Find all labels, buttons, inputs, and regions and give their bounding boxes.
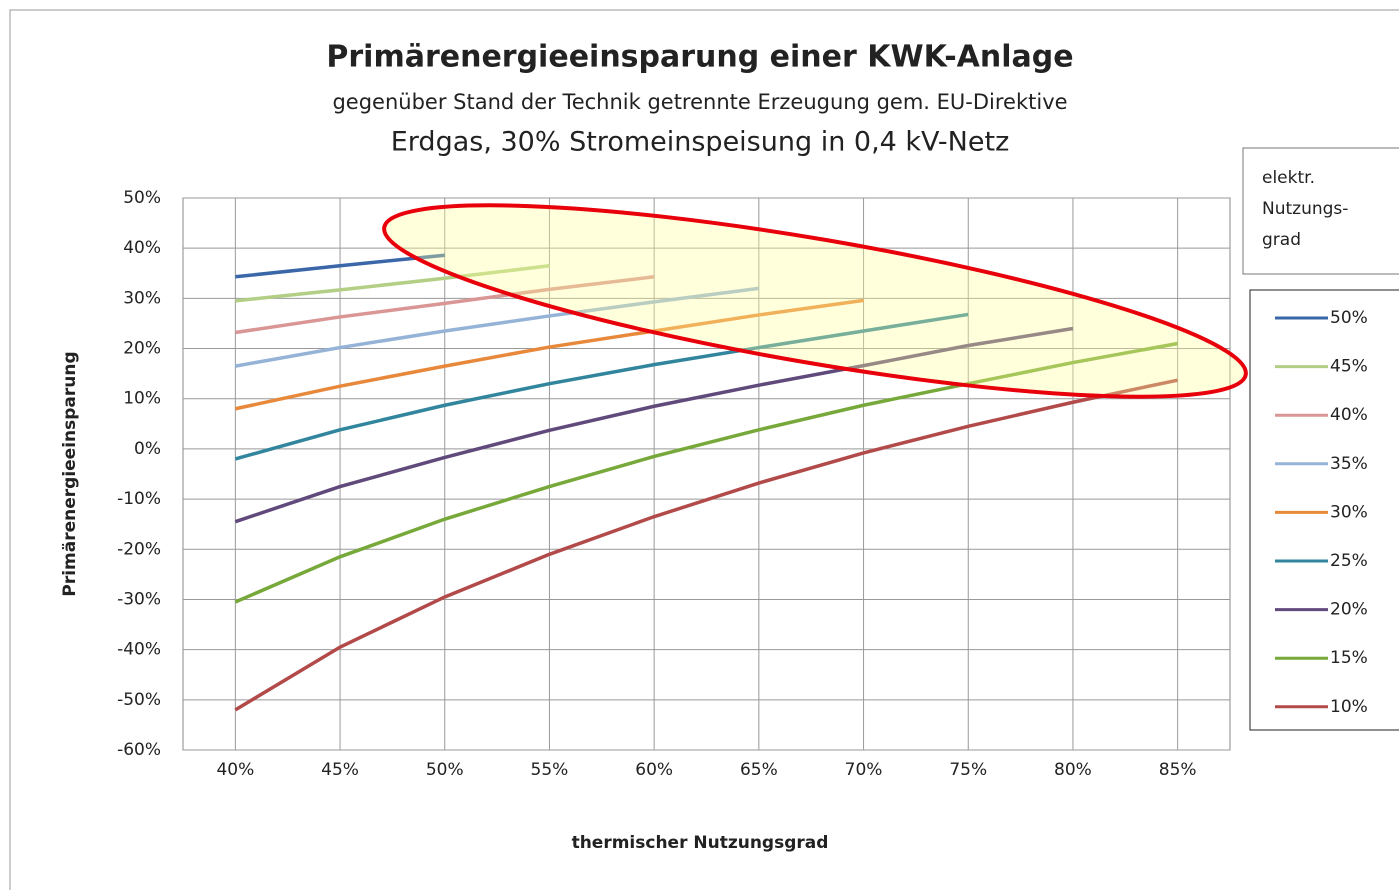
legend-label: 45% <box>1330 357 1368 377</box>
y-tick-label: -60% <box>117 740 161 760</box>
series-line <box>235 264 550 303</box>
x-tick-label: 70% <box>845 760 883 780</box>
x-tick-label: 65% <box>740 760 778 780</box>
x-tick-label: 50% <box>426 760 464 780</box>
legend-label: 25% <box>1330 551 1368 571</box>
legend-title: elektr. <box>1262 168 1315 188</box>
series-line <box>234 312 969 461</box>
y-tick-label: 20% <box>123 339 161 359</box>
legend-box <box>1249 289 1399 731</box>
series-line <box>235 286 760 368</box>
y-tick-label: -10% <box>117 489 161 509</box>
legend-label: 50% <box>1330 308 1368 328</box>
y-tick-label: 50% <box>123 188 161 208</box>
y-tick-label: 10% <box>123 389 161 409</box>
legend-label: 30% <box>1330 502 1368 522</box>
series-line <box>234 326 1074 524</box>
series-line <box>235 253 445 279</box>
y-tick-label: -50% <box>117 690 161 710</box>
x-tick-label: 85% <box>1159 760 1197 780</box>
chart-title: Primärenergieeinsparung einer KWK-Anlage <box>326 40 1073 75</box>
x-tick-label: 75% <box>949 760 987 780</box>
legend-label: 35% <box>1330 454 1368 474</box>
y-tick-label: 40% <box>123 238 161 258</box>
series-line <box>235 275 655 335</box>
series-line <box>234 298 864 411</box>
y-tick-label: 0% <box>134 439 161 459</box>
y-tick-label: -40% <box>117 640 161 660</box>
legend-title: grad <box>1262 230 1301 250</box>
series-line <box>234 378 1179 712</box>
x-tick-label: 60% <box>635 760 673 780</box>
legend-label: 20% <box>1330 600 1368 620</box>
plot-area: -60% -50% -40% -30% -20% -10% 0% 10% 20% 30% 40% 50… <box>117 188 1231 780</box>
x-tick-label: 55% <box>531 760 569 780</box>
legend-title-box <box>1242 147 1399 275</box>
y-tick-label: 30% <box>123 288 161 308</box>
legend-label: 10% <box>1330 697 1368 717</box>
legend: elektr. Nutzungs-grad 50% 45% 40% 35% 30% 25% 20… <box>1262 168 1368 717</box>
x-axis-label: thermischer Nutzungsgrad <box>572 833 829 853</box>
chart-subtitle: Erdgas, 30% Stromeinspeisung in 0,4 kV-N… <box>391 127 1010 158</box>
chart-subtitle: gegenüber Stand der Technik getrennte Er… <box>332 90 1067 114</box>
y-tick-label: -20% <box>117 539 161 559</box>
x-tick-label: 45% <box>321 760 359 780</box>
legend-title: Nutzungs- <box>1262 199 1348 219</box>
y-axis-label: Primärenergieeinsparung <box>60 351 80 596</box>
series-line <box>234 341 1178 604</box>
legend-label: 40% <box>1330 405 1368 425</box>
x-tick-label: 40% <box>216 760 254 780</box>
highlight-ellipse <box>382 203 1248 399</box>
legend-label: 15% <box>1330 648 1368 668</box>
x-tick-label: 80% <box>1054 760 1092 780</box>
y-tick-label: -30% <box>117 589 161 609</box>
